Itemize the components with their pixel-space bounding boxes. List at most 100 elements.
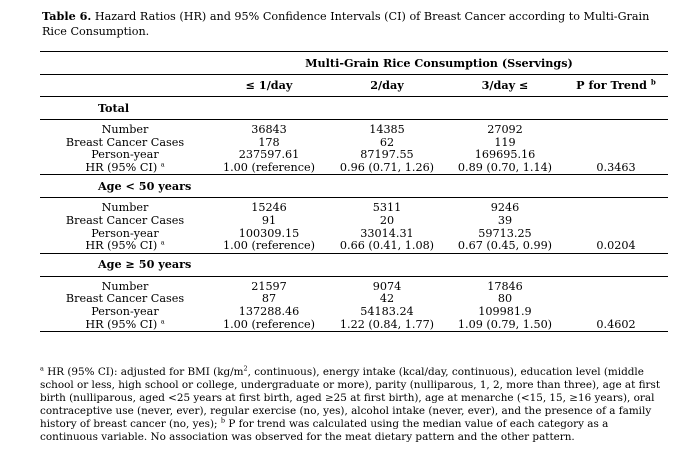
table-cell: 17846 [487, 279, 523, 293]
column-header: ≤ 1/day [210, 74, 328, 97]
row-label: Number [40, 202, 210, 215]
table-cell: 87197.55 [360, 148, 414, 162]
table-cell: 5311 [372, 201, 402, 215]
table-cell: 119 [494, 135, 516, 149]
section-title: Total [40, 96, 668, 120]
table-cell: 42 [379, 292, 395, 306]
table-row: Breast Cancer Cases 91 20 39 [40, 213, 668, 228]
section-row: Total [40, 96, 668, 120]
table-cell: 80 [497, 292, 513, 306]
column-header: 3/day ≤ [446, 74, 564, 97]
row-label-text: Breast Cancer Cases [65, 292, 185, 306]
column-header: 2/day [328, 74, 446, 97]
row-label: Person-year [40, 226, 210, 241]
table-cell: 27092 [487, 123, 523, 136]
table-cell: 137288.46 [238, 304, 300, 318]
footnote-marker: a [160, 160, 165, 169]
row-label: Breast Cancer Cases [40, 135, 210, 150]
footnote-marker: a [40, 364, 44, 373]
table-cell [564, 137, 668, 150]
table-cell: 36843 [251, 123, 287, 136]
row-label-text: Number [101, 201, 149, 215]
table-cell: 62 [379, 135, 395, 149]
table-cell: 54183.24 [360, 304, 414, 318]
table-cell: 169695.16 [474, 148, 536, 162]
table-row: Number 36843 14385 27092 [40, 123, 668, 137]
row-label: HR (95% CI) a [40, 160, 210, 175]
table-footnotes: a HR (95% CI): adjusted for BMI (kg/m2, … [40, 364, 668, 444]
table-row: Person-year 100309.15 33014.31 59713.25 [40, 226, 668, 241]
row-label: Breast Cancer Cases [40, 213, 210, 228]
table-cell: 1.09 (0.79, 1.50) [446, 318, 564, 333]
table-cell: 0.4602 [564, 318, 668, 333]
row-label: Person-year [40, 305, 210, 319]
table-cell: 237597.61 [238, 148, 300, 162]
hazard-ratio-table: Multi-Grain Rice Consumption (Sservings)… [40, 51, 668, 333]
section-row: Age < 50 years [40, 174, 668, 199]
table-caption: Table 6. Hazard Ratios (HR) and 95% Conf… [42, 9, 662, 39]
table-cell: 14385 [369, 123, 405, 136]
footnote-marker: a [160, 316, 165, 325]
row-label-text: HR (95% CI) [85, 317, 158, 331]
section-row: Age ≥ 50 years [40, 252, 668, 277]
table-cell [564, 202, 668, 215]
table-cell [564, 293, 668, 306]
footnote-a-text: HR (95% CI): adjusted for BMI (kg/m [43, 366, 244, 378]
footnote-marker: a [160, 238, 165, 247]
group-header-row: Multi-Grain Rice Consumption (Sservings) [40, 51, 668, 75]
row-label-text: Person-year [91, 226, 159, 240]
table-cell: 0.67 (0.45, 0.99) [457, 239, 553, 253]
table-cell: 0.89 (0.70, 1.14) [457, 160, 553, 174]
table-cell: 20 [379, 213, 395, 227]
table-row: HR (95% CI) a 1.00 (reference) 0.96 (0.71,… [40, 160, 668, 175]
table-cell: 91 [261, 213, 277, 227]
table-row: Number 15246 5311 9246 [40, 202, 668, 215]
row-label: HR (95% CI) a [40, 238, 210, 253]
table-cell: 1.00 (reference) [223, 239, 315, 253]
table-cell [564, 281, 668, 294]
footnote-marker: b [220, 416, 226, 425]
table-cell: 59713.25 [478, 226, 532, 240]
row-label: HR (95% CI) a [40, 316, 210, 333]
table-row: Breast Cancer Cases 87 42 80 [40, 293, 668, 306]
row-label: Number [40, 279, 210, 294]
row-label: Person-year [40, 148, 210, 162]
row-label: Breast Cancer Cases [40, 293, 210, 306]
table-cell: 39 [497, 213, 513, 227]
table-cell: 1.00 (reference) [210, 318, 328, 333]
table-cell: 21597 [251, 279, 287, 293]
table-cell [564, 124, 668, 137]
group-header: Multi-Grain Rice Consumption (Sservings) [210, 51, 668, 75]
row-label-text: Number [101, 279, 149, 293]
table-cell: 0.66 (0.41, 1.08) [339, 239, 435, 253]
table-cell: 0.0204 [596, 239, 636, 253]
table-cell [564, 149, 668, 162]
row-label-text: Person-year [91, 148, 159, 162]
table-cell [564, 215, 668, 228]
row-label: Number [40, 123, 210, 137]
table-cell: 100309.15 [238, 226, 300, 240]
table-label: Table 6. [42, 9, 92, 23]
column-header-row: ≤ 1/day 2/day 3/day ≤ P for Trend b [40, 74, 668, 97]
row-label-text: HR (95% CI) [85, 160, 158, 174]
footnote-b-text: P for trend was calculated using the med… [40, 418, 609, 443]
table-row: HR (95% CI) a 1.00 (reference) 1.22 (0.84,… [40, 316, 668, 333]
table-caption-text: Hazard Ratios (HR) and 95% Confidence In… [42, 10, 650, 38]
row-label-text: Breast Cancer Cases [65, 135, 185, 149]
table-row: Breast Cancer Cases 178 62 119 [40, 135, 668, 150]
row-label-text: HR (95% CI) [85, 239, 158, 253]
table-cell: 9074 [372, 279, 402, 293]
footnote-marker: b [650, 77, 656, 87]
table-cell: 0.96 (0.71, 1.26) [339, 160, 435, 174]
table-row: Number 21597 9074 17846 [40, 279, 668, 294]
table-cell: 15246 [251, 201, 287, 215]
table-cell [564, 306, 668, 319]
section-title: Age < 50 years [40, 174, 668, 199]
row-label-text: Breast Cancer Cases [65, 213, 185, 227]
table-row: Person-year 237597.61 87197.55 169695.16 [40, 148, 668, 162]
table-cell: 33014.31 [360, 226, 414, 240]
table-cell: 109981.9 [478, 304, 532, 318]
footnote-superscript: 2 [243, 364, 248, 373]
table-row: HR (95% CI) a 1.00 (reference) 0.66 (0.41,… [40, 238, 668, 253]
table-cell: 1.22 (0.84, 1.77) [328, 318, 446, 333]
